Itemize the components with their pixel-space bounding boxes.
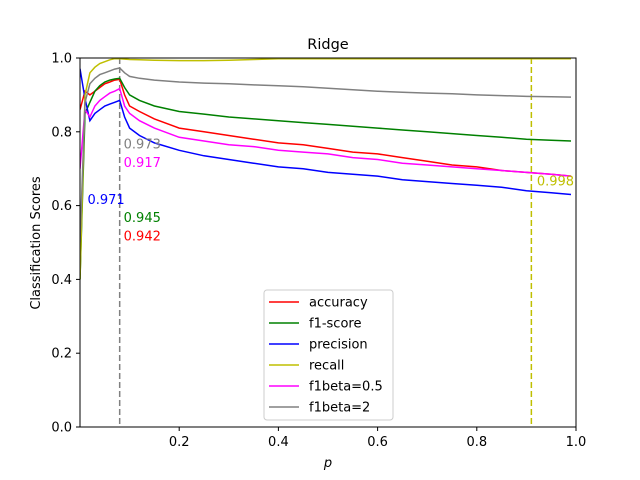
- x-tick-label: 0.4: [268, 435, 289, 450]
- x-tick-label: 0.2: [169, 435, 190, 450]
- annotation-label: 0.998: [537, 174, 574, 189]
- series-line-5: [80, 67, 572, 243]
- legend-label: f1beta=0.5: [309, 380, 383, 395]
- annotation-label: 0.942: [124, 230, 161, 245]
- y-tick-label: 1.0: [51, 52, 72, 67]
- series-line-3: [80, 58, 571, 280]
- x-tick-label: 0.6: [367, 435, 388, 450]
- annotation-label: 0.973: [124, 137, 161, 152]
- legend-label: accuracy: [309, 296, 368, 311]
- annotation-label: 0.917: [124, 156, 161, 171]
- y-tick-label: 0.6: [51, 199, 72, 214]
- series-line-0: [80, 78, 572, 177]
- plot-frame: [79, 57, 577, 428]
- annotation-label: 0.971: [87, 193, 124, 208]
- y-tick-label: 0.4: [51, 273, 72, 288]
- x-tick-label: 0.8: [466, 435, 487, 450]
- legend-label: f1-score: [309, 317, 361, 332]
- series-line-4: [80, 87, 572, 177]
- annotation-label: 0.945: [124, 211, 161, 226]
- series-line-2: [80, 68, 572, 196]
- legend-label: recall: [309, 359, 344, 374]
- y-tick-label: 0.2: [51, 347, 72, 362]
- legend: accuracy f1-score precision recall f1beta=0.…: [263, 289, 394, 421]
- y-axis-label: Classification Scores: [29, 176, 44, 310]
- x-axis-label: p: [323, 456, 332, 471]
- y-tick-label: 0.8: [51, 125, 72, 140]
- legend-label: f1beta=2: [309, 401, 370, 416]
- series-line-1: [80, 77, 572, 280]
- legend-label: precision: [309, 338, 368, 353]
- y-tick-label: 0.0: [51, 421, 72, 436]
- chart-title: Ridge: [307, 37, 349, 53]
- x-tick-label: 1.0: [566, 435, 587, 450]
